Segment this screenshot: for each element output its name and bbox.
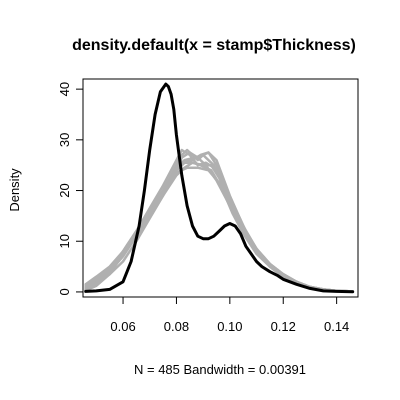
x-tick-label: 0.06 [110,319,135,334]
y-tick-label: 40 [57,82,72,96]
density-curve-bootstrap-1 [84,148,354,293]
y-tick-label: 30 [57,133,72,147]
plot-frame [82,78,359,298]
y-axis-label: Density [7,168,22,212]
density-curve-main [84,82,355,294]
x-axis: 0.06 0.08 0.10 0.12 0.14 [110,297,349,334]
x-tick-label: 0.08 [164,319,189,334]
x-tick-label: 0.10 [217,319,242,334]
chart-title: density.default(x = stamp$Thickness) [72,37,356,54]
y-tick-label: 0 [57,288,72,295]
x-tick-label: 0.12 [271,319,296,334]
x-axis-label: N = 485 Bandwidth = 0.00391 [134,362,306,377]
y-axis: 0 10 20 30 40 [57,82,83,296]
density-curves [84,82,355,294]
y-tick-label: 10 [57,234,72,248]
y-tick-label: 20 [57,183,72,197]
x-tick-label: 0.14 [324,319,349,334]
